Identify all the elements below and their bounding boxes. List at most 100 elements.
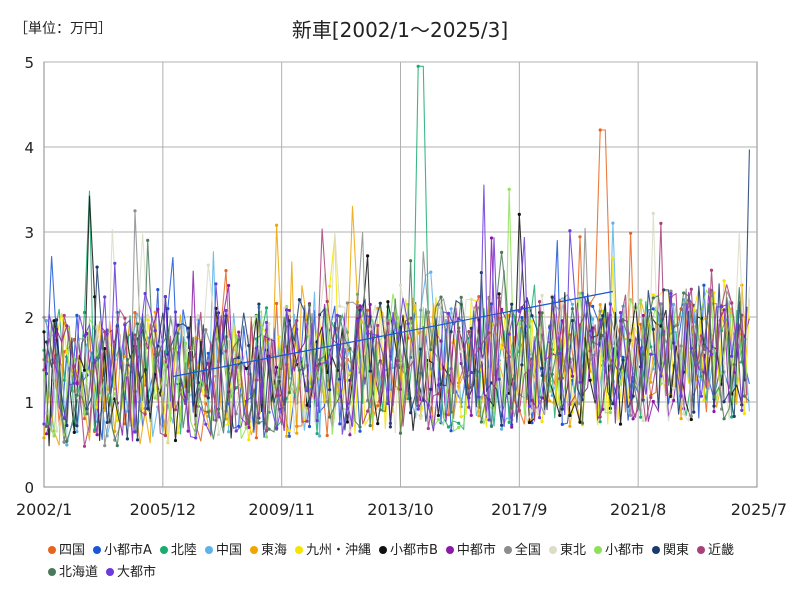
series-point (82, 337, 87, 341)
series-point (113, 340, 117, 344)
series-point (570, 319, 575, 323)
series-point (318, 358, 322, 362)
series-point (580, 421, 585, 425)
series-point (651, 293, 655, 297)
series-point (348, 347, 352, 351)
series-point (55, 318, 59, 322)
series-point (135, 322, 140, 326)
series-point (275, 223, 279, 227)
series-point (639, 347, 643, 351)
series-point (651, 399, 655, 404)
series-point (62, 313, 66, 318)
series-point (345, 301, 349, 305)
series-point (651, 211, 655, 215)
x-tick-label: 2021/8 (610, 500, 666, 519)
series-point (335, 390, 339, 394)
series-point (497, 377, 501, 381)
series-point (305, 389, 309, 393)
series-point (224, 349, 228, 353)
series-point (611, 256, 615, 260)
series-point (507, 187, 511, 191)
series-point (672, 398, 676, 402)
series-point (416, 407, 420, 411)
series-point (227, 337, 231, 341)
series-point (186, 390, 190, 394)
series-point (93, 428, 97, 432)
series-point (204, 422, 208, 426)
series-point (500, 427, 504, 431)
series-point (419, 416, 423, 420)
series-point (689, 414, 693, 418)
series-point (618, 422, 623, 426)
series-point (608, 302, 613, 306)
series-point (378, 408, 382, 412)
series-point (75, 393, 79, 397)
series-point (540, 311, 544, 315)
series-point (368, 327, 372, 331)
series-point (591, 340, 595, 344)
series-point (457, 425, 461, 430)
series-point (631, 394, 635, 398)
series-point (113, 261, 117, 265)
series-point (446, 413, 451, 417)
series-point (558, 351, 562, 356)
series-point (227, 421, 231, 425)
series-line-12 (43, 223, 748, 447)
series-point (224, 308, 228, 313)
series-point (103, 295, 107, 299)
series-point (548, 389, 552, 393)
series-point (500, 346, 504, 350)
series-point (720, 305, 724, 309)
series-point (578, 291, 582, 295)
series-point (338, 422, 342, 426)
series-point (75, 424, 79, 428)
series-point (216, 407, 221, 411)
series-point (123, 316, 127, 320)
series-point (639, 415, 643, 419)
series-point (75, 382, 79, 386)
series-point (629, 413, 633, 417)
series-point (237, 338, 241, 342)
series-point (641, 352, 645, 356)
series-point (335, 313, 339, 317)
series-point (487, 296, 491, 300)
legend-marker (696, 546, 705, 554)
series-point (611, 402, 615, 406)
series-point (206, 351, 210, 355)
series-point (95, 324, 99, 329)
series-point (133, 311, 137, 315)
series-point (631, 417, 635, 421)
series-point (368, 369, 372, 373)
series-point (641, 313, 645, 318)
series-point (722, 417, 726, 421)
series-point (520, 318, 524, 323)
series-group (42, 64, 750, 448)
series-point (216, 432, 221, 437)
series-point (591, 304, 595, 308)
series-point (163, 363, 167, 367)
series-point (206, 410, 210, 414)
series-point (446, 311, 451, 315)
series-point (214, 282, 218, 286)
series-point (338, 314, 342, 318)
series-point (176, 323, 180, 327)
series-point (497, 292, 501, 296)
series-point (436, 413, 440, 418)
series-point (469, 326, 473, 330)
series-point (275, 301, 279, 306)
series-point (672, 386, 676, 390)
series-point (295, 319, 299, 323)
series-point (601, 314, 605, 318)
series-point (42, 330, 46, 334)
series-point (570, 374, 575, 378)
series-point (459, 415, 463, 419)
series-point (651, 296, 655, 300)
series-point (661, 381, 666, 385)
series-point (366, 308, 370, 312)
series-point (641, 419, 645, 423)
series-point (446, 425, 451, 429)
series-point (348, 429, 352, 433)
series-point (234, 335, 238, 339)
series-point (355, 319, 360, 323)
series-point (82, 412, 87, 416)
